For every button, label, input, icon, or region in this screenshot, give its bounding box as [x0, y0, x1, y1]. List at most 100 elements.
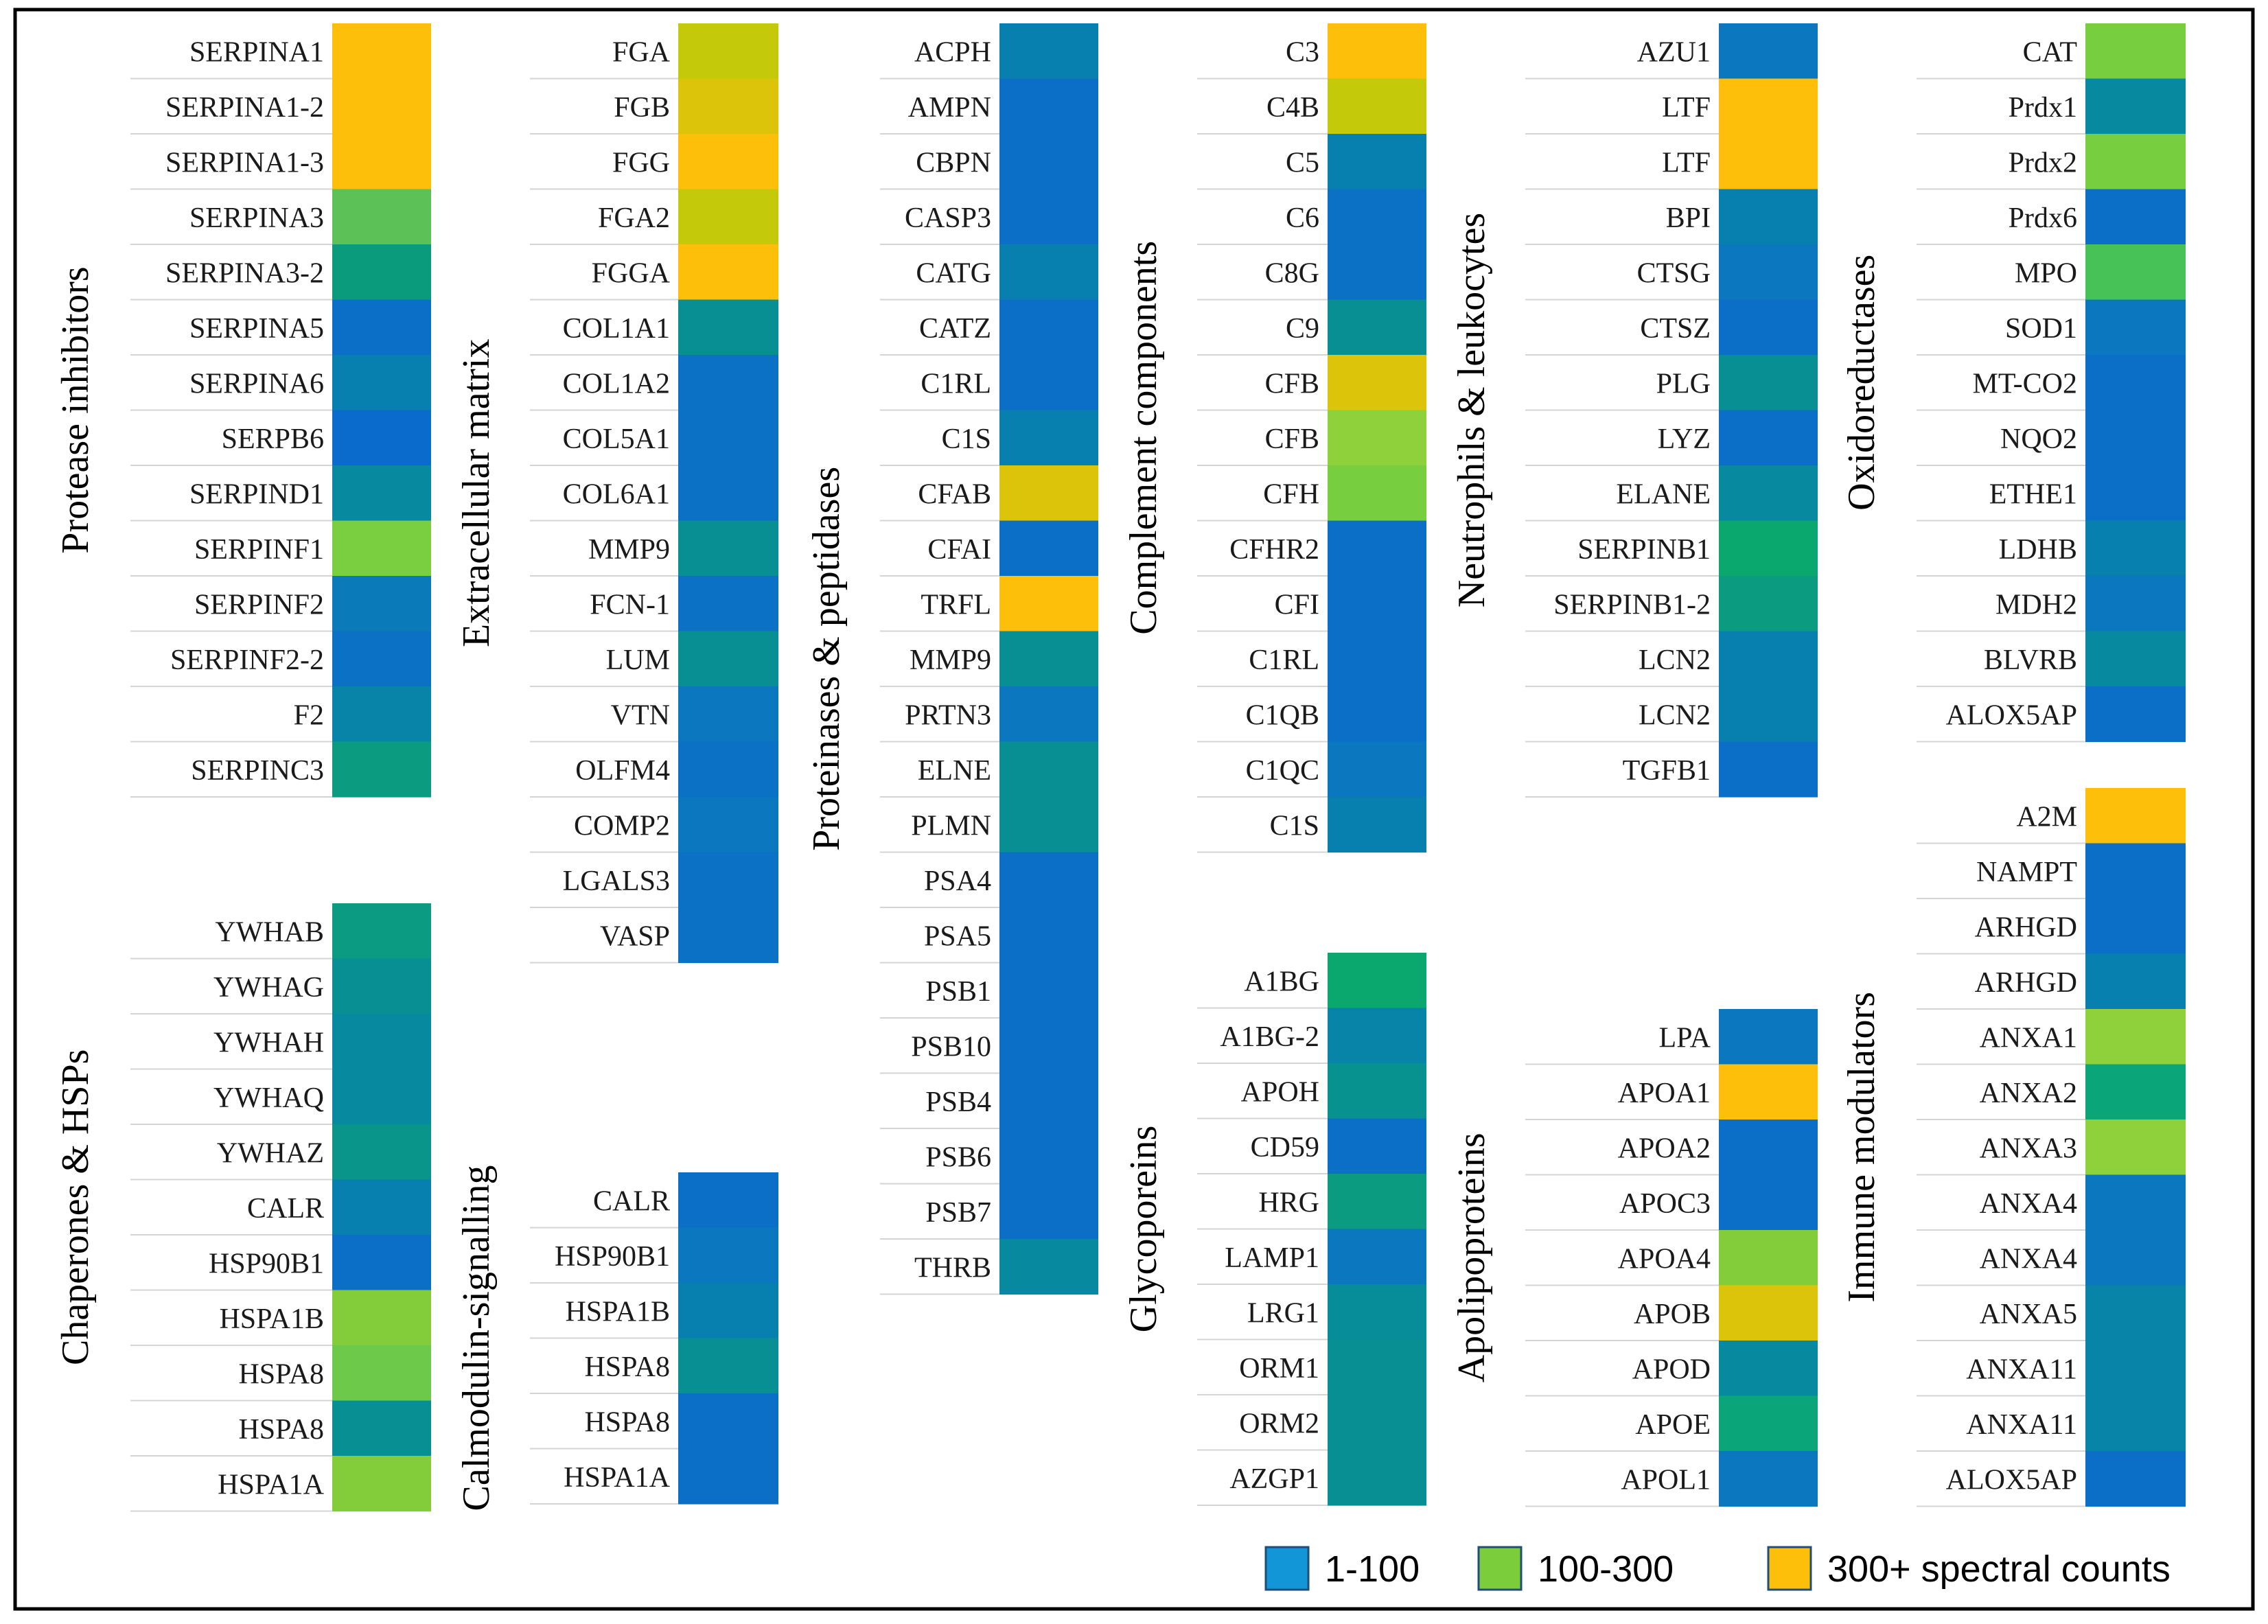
- row-label-bpi: BPI: [1666, 202, 1711, 234]
- heatmap-cell-c3: [1328, 23, 1426, 80]
- heatmap-cell-elane: [1719, 465, 1818, 522]
- row-label-azu1: AZU1: [1637, 36, 1711, 68]
- row-label-c1rl: C1RL: [921, 368, 991, 399]
- heatmap-cell-plmn: [999, 797, 1098, 853]
- heatmap-cell-c5: [1328, 134, 1426, 190]
- row-label-apol1: APOL1: [1621, 1464, 1711, 1496]
- heatmap-cell-serpinf1: [332, 520, 431, 577]
- row-label-lyz: LYZ: [1658, 424, 1711, 455]
- row-label-alox5ap: ALOX5AP: [1946, 699, 2077, 731]
- row-label-hspa8: HSPA8: [238, 1414, 324, 1446]
- row-label-psb4: PSB4: [925, 1087, 991, 1118]
- heatmap-cell-psa5: [999, 907, 1098, 964]
- heatmap-cell-hspa1b: [678, 1283, 778, 1339]
- heatmap-cell-c1rl: [999, 355, 1098, 411]
- row-label-cfhr2: CFHR2: [1229, 534, 1319, 566]
- row-label-hsp90b1: HSP90B1: [209, 1248, 324, 1279]
- row-label-a2m: A2M: [2016, 801, 2077, 833]
- row-label-apoa1: APOA1: [1618, 1078, 1711, 1109]
- heatmap-cell-apoa2: [1719, 1120, 1818, 1176]
- row-label-c8g: C8G: [1265, 257, 1319, 289]
- legend-label-100-300: 100-300: [1538, 1548, 1674, 1590]
- row-label-serpina3-2: SERPINA3-2: [165, 257, 324, 289]
- heatmap-cell-ltf: [1719, 78, 1818, 135]
- heatmap-cell-cfai: [999, 520, 1098, 577]
- row-label-apoc3: APOC3: [1619, 1188, 1711, 1220]
- group-calmodulin-signalling: CALR HSP90B1 HSPA1B HSPA8 HSPA8 HSPA1A Calmodu…: [455, 1165, 778, 1511]
- heatmap-cell-serpinf2: [332, 576, 431, 632]
- heatmap-cell-azu1: [1719, 23, 1818, 80]
- row-label-vtn: VTN: [611, 699, 670, 731]
- heatmap-cell-ldhb: [2085, 520, 2186, 577]
- row-label-c5: C5: [1286, 147, 1319, 178]
- row-label-serpina1: SERPINA1: [189, 36, 324, 68]
- row-label-apod: APOD: [1632, 1354, 1711, 1385]
- row-label-ywhab: YWHAB: [215, 916, 324, 948]
- row-label-col1a1: COL1A1: [563, 313, 670, 345]
- row-label-mt-co2: MT-CO2: [1973, 368, 2077, 399]
- heatmap-cell-hspa8: [678, 1338, 778, 1394]
- heatmap-cell-fga2: [678, 189, 778, 245]
- row-label-prtn3: PRTN3: [905, 699, 991, 731]
- heatmap-cell-psb10: [999, 1018, 1098, 1074]
- group-title-extracellular-matrix: Extracellular matrix: [455, 339, 498, 647]
- group-immune-modulators: A2M NAMPT ARHGD ARHGD ANXA1 ANXA2 ANXA3 ANXA4 AN…: [1840, 788, 2186, 1507]
- group-title-immune-modulators: Immune modulators: [1840, 992, 1883, 1303]
- row-label-calr: CALR: [593, 1185, 670, 1217]
- row-label-sod1: SOD1: [2005, 313, 2077, 345]
- heatmap-cell-mmp9: [999, 631, 1098, 687]
- row-label-cfai: CFAI: [927, 534, 991, 566]
- heatmap-cell-apod: [1719, 1341, 1818, 1397]
- group-title-proteinases-and-peptidases: Proteinases & peptidases: [805, 467, 848, 851]
- heatmap-cell-serpb6: [332, 410, 431, 466]
- row-label-ltf: LTF: [1662, 147, 1711, 178]
- row-label-arhgd: ARHGD: [1975, 912, 2077, 943]
- heatmap-cell-c1rl: [1328, 631, 1426, 687]
- heatmap-cell-apoe: [1719, 1395, 1818, 1452]
- heatmap-cell-cfhr2: [1328, 520, 1426, 577]
- heatmap-cell-prtn3: [999, 686, 1098, 743]
- row-label-ldhb: LDHB: [1999, 534, 2077, 566]
- row-label-hspa1b: HSPA1B: [565, 1296, 670, 1327]
- row-label-cfb: CFB: [1265, 368, 1319, 399]
- heatmap-groups: SERPINA1 SERPINA1-2 SERPINA1-3 SERPINA3 SERP…: [54, 23, 2186, 1512]
- row-label-thrb: THRB: [914, 1252, 991, 1284]
- group-neutrophils-and-leukocytes: AZU1 LTF LTF BPI CTSG CTSZ PLG LYZ ELANE SERPINB1…: [1450, 23, 1818, 798]
- row-label-ywhah: YWHAH: [213, 1027, 324, 1058]
- heatmap-cell-tgfb1: [1719, 741, 1818, 798]
- row-label-serpina1-3: SERPINA1-3: [165, 147, 324, 178]
- heatmap-cell-hsp90b1: [332, 1235, 431, 1291]
- row-label-prdx6: Prdx6: [2009, 202, 2077, 234]
- row-label-blvrb: BLVRB: [1984, 645, 2077, 676]
- heatmap-cell-c9: [1328, 299, 1426, 356]
- heatmap-cell-anxa4: [2085, 1174, 2186, 1231]
- heatmap-cell-elne: [999, 741, 1098, 798]
- row-label-cfab: CFAB: [918, 478, 991, 510]
- row-label-c4b: C4B: [1266, 92, 1319, 124]
- legend-swatch-300-spectral-counts: [1767, 1546, 1812, 1591]
- heatmap-cell-anxa3: [2085, 1120, 2186, 1176]
- row-label-lpa: LPA: [1659, 1022, 1711, 1054]
- row-label-a1bg: A1BG: [1244, 966, 1319, 997]
- group-title-complement-components: Complement components: [1122, 241, 1165, 635]
- heatmap-cell-arhgd: [2085, 953, 2186, 1010]
- heatmap-cell-serpinf2-2: [332, 631, 431, 687]
- heatmap-cell-sod1: [2085, 299, 2186, 356]
- heatmap-cell-hspa8: [332, 1400, 431, 1457]
- heatmap-cell-apob: [1719, 1285, 1818, 1341]
- heatmap-cell-col6a1: [678, 465, 778, 522]
- heatmap-cell-serpina3-2: [332, 244, 431, 301]
- heatmap-cell-fcn-1: [678, 576, 778, 632]
- heatmap-cell-mt-co2: [2085, 355, 2186, 411]
- heatmap-cell-fgga: [678, 244, 778, 301]
- row-label-azgp1: AZGP1: [1229, 1463, 1319, 1495]
- heatmap-cell-a1bg: [1328, 953, 1426, 1009]
- row-label-anxa3: ANXA3: [1980, 1133, 2077, 1164]
- row-label-anxa1: ANXA1: [1980, 1022, 2077, 1054]
- heatmap-cell-lcn2: [1719, 686, 1818, 743]
- group-title-calmodulin-signalling: Calmodulin-signalling: [455, 1165, 498, 1511]
- group-apolipoproteins: LPA APOA1 APOA2 APOC3 APOA4 APOB APOD APOE APOL1…: [1450, 1009, 1818, 1507]
- heatmap-cell-hspa1a: [332, 1456, 431, 1512]
- heatmap-cell-prdx2: [2085, 134, 2186, 190]
